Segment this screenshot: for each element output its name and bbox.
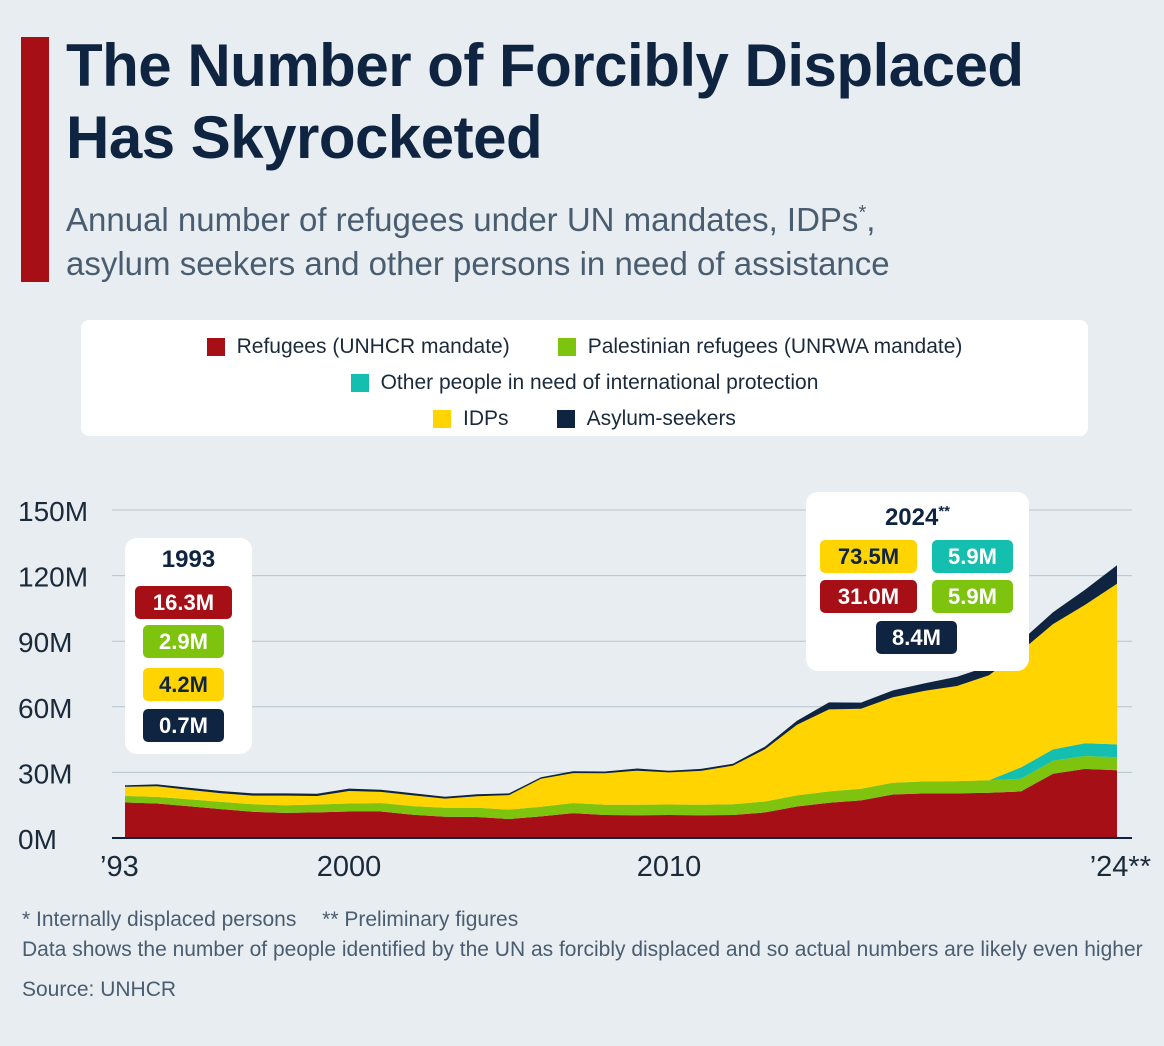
callout-1993-year: 1993 bbox=[161, 546, 216, 573]
title-accent-bar bbox=[21, 37, 49, 282]
x-tick-label-2000: 2000 bbox=[317, 851, 382, 883]
footnotes: * Internally displaced persons ** Prelim… bbox=[22, 905, 1152, 1005]
subtitle-comma: , bbox=[866, 201, 876, 238]
callout-2024-other: 5.9M bbox=[932, 540, 1013, 573]
callout-2024-asylum: 8.4M bbox=[876, 621, 957, 654]
callout-2024-year-text: 2024 bbox=[884, 504, 939, 531]
callout-1993-idps: 4.2M bbox=[143, 668, 224, 701]
chart-subtitle: Annual number of refugees under UN manda… bbox=[66, 198, 1146, 286]
legend-item-refugees: Refugees (UNHCR mandate) bbox=[206, 335, 510, 359]
y-tick-label-60: 60M bbox=[18, 693, 72, 724]
subtitle-line1: Annual number of refugees under UN manda… bbox=[66, 201, 859, 238]
callout-1993-palestinian: 2.9M bbox=[143, 625, 224, 658]
legend-swatch-other bbox=[350, 374, 369, 392]
callout-2024-year: 2024** bbox=[806, 504, 1029, 532]
legend-item-asylum: Asylum-seekers bbox=[556, 407, 736, 431]
area-refugees bbox=[125, 768, 1117, 838]
callout-1993-asylum: 0.7M bbox=[143, 709, 224, 742]
y-tick-label-30: 30M bbox=[18, 758, 72, 789]
area-palestinian bbox=[125, 756, 1117, 819]
footnote-idp: * Internally displaced persons bbox=[22, 908, 297, 931]
legend-swatch-refugees bbox=[206, 338, 225, 356]
x-tick-label-2010: 2010 bbox=[637, 851, 702, 883]
legend-label-idps: IDPs bbox=[463, 407, 509, 430]
subtitle-footnote-mark: * bbox=[858, 202, 867, 224]
legend-item-palestinian: Palestinian refugees (UNRWA mandate) bbox=[557, 335, 963, 359]
legend: Refugees (UNHCR mandate) Palestinian ref… bbox=[81, 320, 1088, 436]
footnote-data-note: Data shows the number of people identifi… bbox=[22, 938, 1143, 961]
legend-swatch-asylum bbox=[556, 410, 575, 428]
legend-label-asylum: Asylum-seekers bbox=[586, 407, 736, 430]
stacked-area-chart: 0M 30M 60M 90M 120M 150M ’93 2000 2010 ’24** bbox=[18, 496, 1151, 883]
area-idps bbox=[125, 583, 1117, 810]
footnote-preliminary: ** Preliminary figures bbox=[322, 908, 519, 931]
y-tick-label-0: 0M bbox=[18, 824, 57, 855]
legend-label-palestinian: Palestinian refugees (UNRWA mandate) bbox=[587, 335, 963, 358]
legend-item-other: Other people in need of international pr… bbox=[350, 371, 819, 395]
legend-item-idps: IDPs bbox=[433, 407, 509, 431]
callout-2024: 2024** 73.5M 5.9M 31.0M 5.9M 8.4M bbox=[806, 492, 1029, 671]
callout-2024-palestinian: 5.9M bbox=[932, 580, 1013, 613]
x-tick-label-2024: ’24** bbox=[1090, 851, 1151, 883]
chart-title: The Number of Forcibly Displaced Has Sky… bbox=[66, 32, 1024, 171]
callout-2024-refugees: 31.0M bbox=[820, 580, 917, 613]
callout-1993-refugees: 16.3M bbox=[135, 586, 232, 619]
legend-swatch-idps bbox=[433, 410, 452, 428]
subtitle-line2: asylum seekers and other persons in need… bbox=[66, 245, 890, 282]
y-tick-label-90: 90M bbox=[18, 627, 72, 658]
legend-label-refugees: Refugees (UNHCR mandate) bbox=[236, 335, 510, 358]
y-tick-label-120: 120M bbox=[18, 562, 88, 593]
legend-label-other: Other people in need of international pr… bbox=[380, 371, 819, 394]
y-tick-label-150: 150M bbox=[18, 496, 88, 527]
callout-2024-year-mark: ** bbox=[938, 503, 951, 520]
footnote-row: * Internally displaced persons ** Prelim… bbox=[22, 905, 1152, 935]
source-note: Source: UNHCR bbox=[22, 978, 177, 1001]
legend-swatch-palestinian bbox=[557, 338, 576, 356]
x-tick-label-1993: ’93 bbox=[100, 851, 139, 883]
callout-2024-idps: 73.5M bbox=[820, 540, 917, 573]
callout-1993: 1993 16.3M 2.9M 4.2M 0.7M bbox=[125, 538, 252, 754]
